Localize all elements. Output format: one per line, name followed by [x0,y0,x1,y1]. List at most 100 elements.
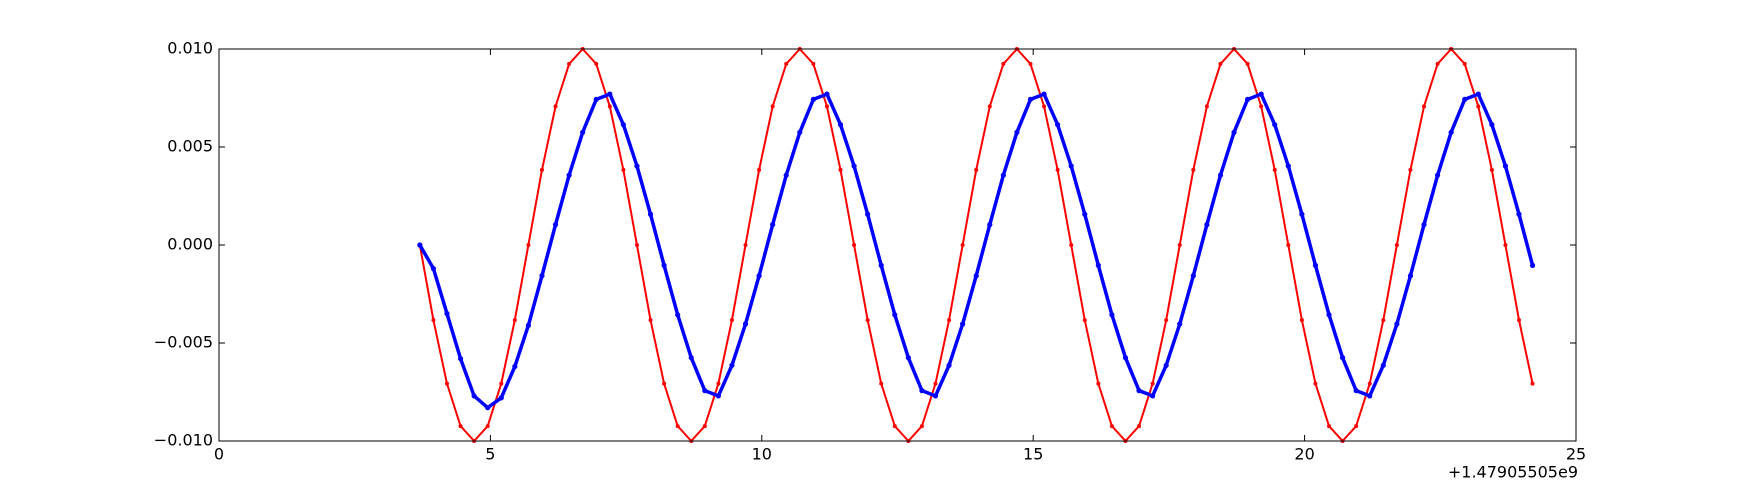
data-point [1191,167,1196,172]
y-tick-label: 0.000 [167,235,213,254]
data-point [824,104,829,109]
data-point [932,393,939,399]
data-point [1218,61,1223,66]
data-point [1042,104,1047,109]
data-point [1055,167,1060,172]
data-point [1027,96,1034,102]
data-point [567,61,572,66]
data-point [824,91,830,97]
data-point [1475,91,1481,97]
data-point [1136,388,1142,394]
data-point [1489,167,1494,172]
data-point [661,262,667,268]
data-point [1380,362,1386,368]
data-point [552,222,559,228]
data-point [838,167,843,172]
data-point [525,322,531,328]
data-point [742,321,749,327]
data-point [878,262,884,268]
data-point [702,424,707,429]
data-point [1299,318,1304,323]
data-point [675,424,680,429]
data-point [1245,61,1250,66]
data-point [837,122,844,128]
data-point [485,405,491,411]
data-point [919,424,924,429]
data-point [1435,61,1440,66]
data-point [512,318,517,323]
data-point [471,393,477,399]
data-point [594,61,599,66]
data-point [1000,172,1006,178]
data-point [1204,222,1210,228]
x-tick-label: 5 [485,445,495,464]
data-point [865,318,870,323]
data-point [1286,243,1291,247]
data-point [1327,424,1332,429]
data-point [1055,122,1061,128]
data-point [892,312,898,318]
data-point [1137,424,1142,429]
data-point [1434,172,1441,178]
data-point [458,424,463,429]
data-point [1503,243,1508,247]
data-point [1109,312,1115,318]
data-point [1353,388,1359,394]
data-point [743,243,748,247]
data-point [784,61,789,66]
data-point [1272,122,1278,128]
data-point [1285,163,1291,169]
data-point [662,381,667,386]
data-point [960,321,966,327]
data-point [1204,104,1209,109]
data-point [1163,362,1169,368]
data-point [593,96,599,102]
data-point [1326,312,1332,318]
data-point [973,273,979,279]
data-point [417,242,423,248]
data-point [553,104,558,109]
data-point [974,167,979,172]
plot-frame [218,48,1577,442]
data-point [1312,262,1319,268]
data-point [987,222,993,228]
data-point [539,167,544,172]
data-point [444,381,449,386]
data-point [1421,222,1427,228]
data-point [770,222,776,228]
data-point [1529,262,1536,268]
data-point [526,243,531,247]
data-point [431,318,436,323]
data-point [1001,61,1006,66]
data-point [1096,381,1101,386]
data-point [1109,424,1114,429]
data-point [1407,273,1414,279]
data-point [444,311,450,317]
data-point [851,163,857,169]
data-point [1028,61,1033,66]
data-point [702,388,708,394]
data-point [1394,243,1399,247]
data-point [1422,104,1427,109]
x-tick-label: 15 [1023,445,1043,464]
data-point [810,96,816,102]
data-point [797,129,803,135]
data-point [1082,318,1087,323]
y-tick-label: 0.010 [167,39,213,58]
x-tick-label: 20 [1294,445,1314,464]
data-point [499,381,504,386]
data-point [1069,243,1074,247]
data-point [1408,167,1413,172]
data-point [688,355,694,361]
data-point [1150,393,1156,399]
data-point [621,167,626,172]
y-tick-label: 0.005 [167,137,213,156]
data-point [1068,163,1074,169]
data-point [946,362,952,368]
data-point [1231,129,1237,135]
data-point [539,273,545,279]
x-tick-label: 25 [1566,445,1586,464]
data-point [1190,273,1196,279]
data-point [716,381,721,386]
